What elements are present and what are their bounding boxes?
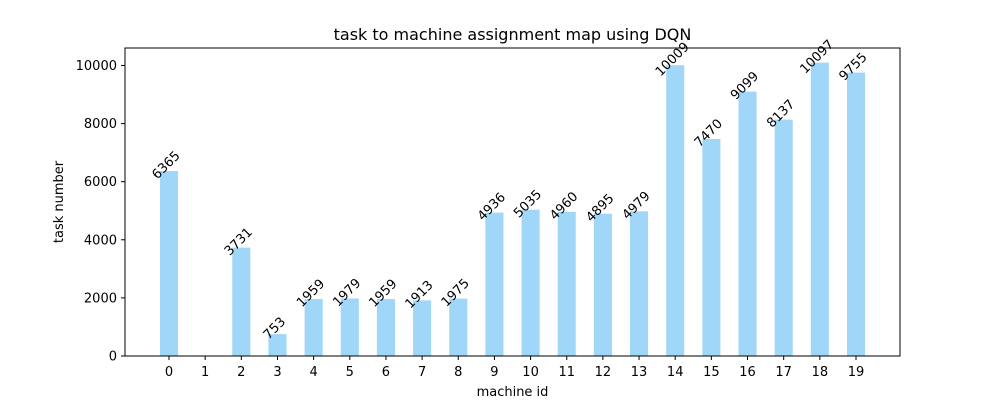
bar-machine-17 bbox=[774, 119, 793, 356]
bar-machine-12 bbox=[593, 213, 612, 356]
bar-machine-11 bbox=[557, 211, 576, 356]
x-tick-label: 16 bbox=[739, 365, 756, 380]
bar-machine-3 bbox=[268, 334, 287, 356]
x-tick-label: 0 bbox=[165, 365, 173, 380]
bar-machine-19 bbox=[846, 72, 866, 357]
x-tick-label: 17 bbox=[775, 365, 792, 380]
bar-machine-16 bbox=[738, 91, 757, 356]
x-tick-label: 18 bbox=[812, 365, 829, 380]
x-axis-ticks: 0 1 2 3 4 5 6 7 8 9 10 11 12 13 14 15 16 17 18 19 bbox=[165, 356, 864, 380]
bar-machine-8 bbox=[449, 298, 468, 356]
bar-machine-18 bbox=[810, 62, 829, 356]
x-tick-label: 3 bbox=[273, 365, 281, 380]
x-tick-label: 10 bbox=[522, 365, 539, 380]
x-tick-label: 13 bbox=[631, 365, 648, 380]
plot-area-frame bbox=[124, 47, 901, 357]
bar-machine-2 bbox=[232, 247, 251, 356]
x-axis-label: machine id bbox=[477, 385, 549, 400]
bar-machine-0 bbox=[159, 171, 179, 356]
x-tick-label: 6 bbox=[382, 365, 390, 380]
y-tick-label: 10000 bbox=[76, 59, 117, 74]
y-tick-label: 0 bbox=[109, 350, 117, 365]
x-tick-label: 7 bbox=[418, 365, 426, 380]
bar-machine-5 bbox=[340, 298, 359, 356]
y-tick-label: 6000 bbox=[84, 175, 117, 190]
bar-machine-4 bbox=[304, 299, 323, 356]
bars-group bbox=[159, 62, 866, 357]
x-tick-label: 2 bbox=[237, 365, 245, 380]
chart-title: task to machine assignment map using DQN bbox=[334, 25, 692, 44]
bar-machine-15 bbox=[702, 138, 721, 356]
y-tick-label: 4000 bbox=[84, 233, 117, 248]
x-tick-label: 4 bbox=[309, 365, 317, 380]
x-tick-label: 12 bbox=[595, 365, 612, 380]
bar-machine-10 bbox=[521, 209, 540, 356]
y-tick-label: 8000 bbox=[84, 117, 117, 132]
bar-machine-7 bbox=[413, 300, 432, 356]
y-tick-label: 2000 bbox=[84, 291, 117, 306]
x-tick-label: 9 bbox=[490, 365, 498, 380]
x-tick-label: 8 bbox=[454, 365, 462, 380]
x-tick-label: 19 bbox=[848, 365, 865, 380]
bar-machine-9 bbox=[485, 212, 504, 356]
x-tick-label: 1 bbox=[201, 365, 209, 380]
x-tick-label: 11 bbox=[558, 365, 575, 380]
bar-machine-6 bbox=[376, 299, 395, 356]
bar-machine-14 bbox=[666, 65, 685, 356]
x-tick-label: 5 bbox=[346, 365, 354, 380]
x-tick-label: 15 bbox=[703, 365, 720, 380]
y-axis-label: task number bbox=[52, 160, 67, 243]
y-axis-ticks: 0 2000 4000 6000 8000 10000 bbox=[76, 59, 125, 365]
x-tick-label: 14 bbox=[667, 365, 684, 380]
bar-machine-13 bbox=[630, 211, 649, 356]
